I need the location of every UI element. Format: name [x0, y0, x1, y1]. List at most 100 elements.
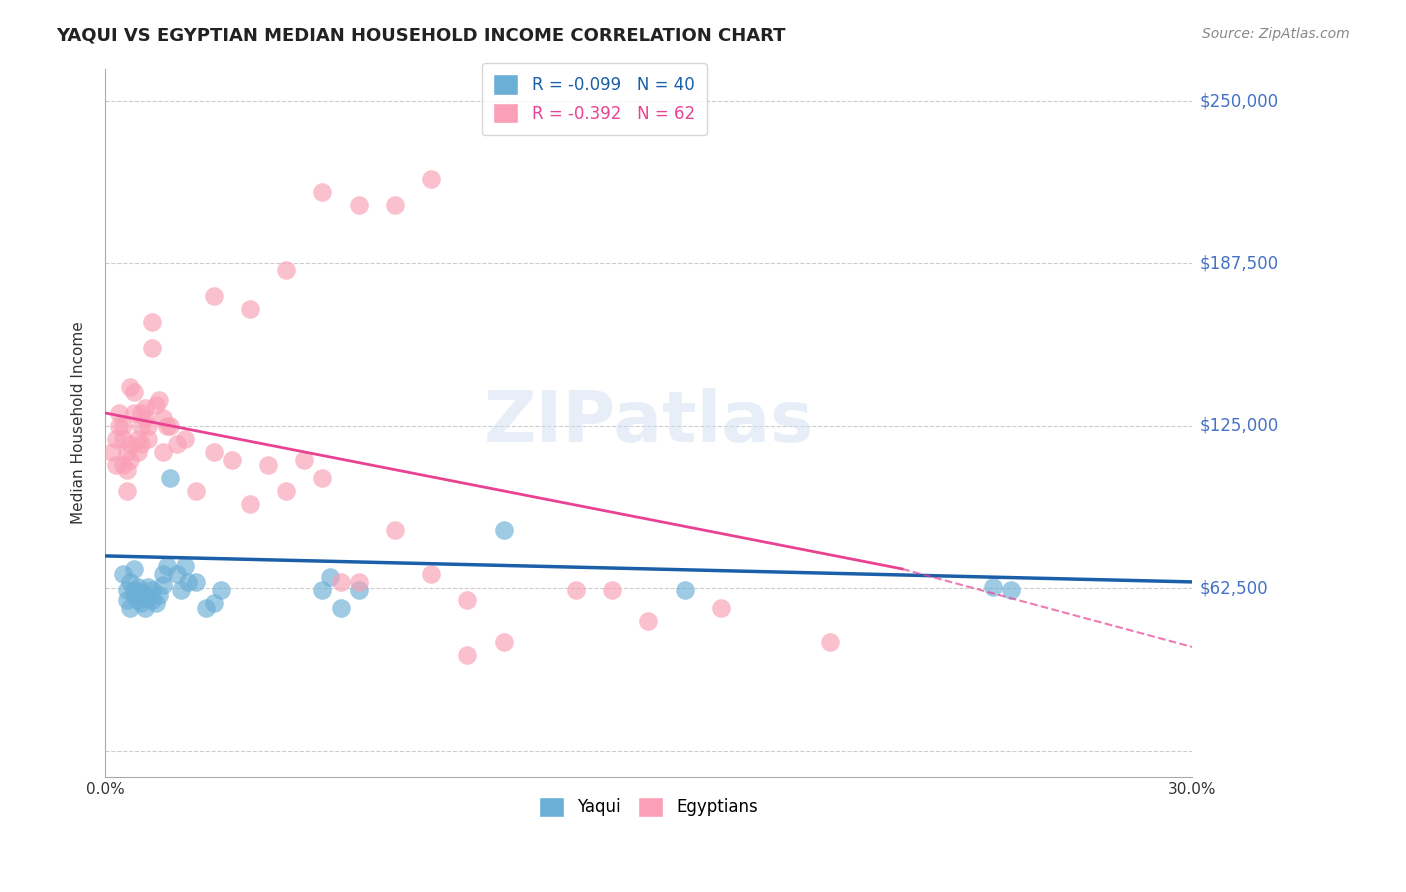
Point	[155, 559, 177, 574]
Point	[120, 380, 142, 394]
Text: $62,500: $62,500	[1199, 580, 1268, 598]
Point	[112, 458, 135, 472]
Point	[112, 567, 135, 582]
Point	[202, 596, 225, 610]
Point	[138, 580, 160, 594]
Y-axis label: Median Household Income: Median Household Income	[72, 321, 86, 524]
Point	[159, 471, 181, 485]
Point	[221, 452, 243, 467]
Point	[710, 601, 733, 615]
Point	[127, 580, 149, 594]
Point	[239, 497, 262, 511]
Point	[152, 445, 174, 459]
Point	[673, 582, 696, 597]
Point	[122, 582, 145, 597]
Point	[138, 432, 160, 446]
Point	[492, 523, 515, 537]
Point	[122, 385, 145, 400]
Point	[104, 458, 127, 472]
Point	[311, 185, 333, 199]
Point	[120, 601, 142, 615]
Point	[420, 172, 443, 186]
Point	[134, 601, 156, 615]
Point	[127, 432, 149, 446]
Point	[209, 582, 232, 597]
Point	[120, 574, 142, 589]
Point	[173, 559, 195, 574]
Point	[120, 437, 142, 451]
Point	[384, 198, 406, 212]
Point	[347, 198, 370, 212]
Point	[420, 567, 443, 582]
Point	[152, 411, 174, 425]
Point	[138, 419, 160, 434]
Point	[384, 523, 406, 537]
Point	[202, 445, 225, 459]
Point	[152, 577, 174, 591]
Point	[329, 574, 352, 589]
Point	[637, 614, 659, 628]
Point	[239, 301, 262, 316]
Text: ZIPatlas: ZIPatlas	[484, 388, 814, 458]
Point	[600, 582, 623, 597]
Point	[173, 432, 195, 446]
Point	[292, 452, 315, 467]
Point	[129, 596, 152, 610]
Text: YAQUI VS EGYPTIAN MEDIAN HOUSEHOLD INCOME CORRELATION CHART: YAQUI VS EGYPTIAN MEDIAN HOUSEHOLD INCOM…	[56, 27, 786, 45]
Point	[141, 593, 163, 607]
Point	[112, 432, 135, 446]
Point	[456, 593, 478, 607]
Point	[129, 419, 152, 434]
Point	[108, 419, 131, 434]
Point	[145, 398, 167, 412]
Point	[159, 419, 181, 434]
Point	[104, 432, 127, 446]
Point	[565, 582, 588, 597]
Point	[138, 591, 160, 605]
Point	[257, 458, 280, 472]
Legend: Yaqui, Egyptians: Yaqui, Egyptians	[531, 789, 766, 825]
Point	[141, 341, 163, 355]
Point	[115, 593, 138, 607]
Point	[818, 634, 841, 648]
Point	[492, 634, 515, 648]
Point	[166, 567, 188, 582]
Point	[129, 406, 152, 420]
Point	[120, 452, 142, 467]
Point	[122, 588, 145, 602]
Point	[134, 411, 156, 425]
Text: Source: ZipAtlas.com: Source: ZipAtlas.com	[1202, 27, 1350, 41]
Point	[195, 601, 218, 615]
Point	[148, 392, 170, 407]
Text: $125,000: $125,000	[1199, 417, 1278, 435]
Text: $250,000: $250,000	[1199, 92, 1278, 110]
Point	[141, 315, 163, 329]
Point	[134, 401, 156, 415]
Point	[456, 648, 478, 662]
Point	[184, 574, 207, 589]
Point	[127, 593, 149, 607]
Point	[127, 445, 149, 459]
Point	[155, 419, 177, 434]
Point	[276, 263, 298, 277]
Point	[347, 582, 370, 597]
Point	[134, 588, 156, 602]
Point	[166, 437, 188, 451]
Point	[145, 596, 167, 610]
Point	[141, 582, 163, 597]
Point	[1000, 582, 1022, 597]
Point	[148, 588, 170, 602]
Point	[112, 419, 135, 434]
Point	[129, 585, 152, 599]
Point	[177, 574, 200, 589]
Point	[115, 483, 138, 498]
Point	[115, 463, 138, 477]
Point	[202, 289, 225, 303]
Text: $187,500: $187,500	[1199, 254, 1278, 272]
Point	[152, 567, 174, 582]
Point	[129, 437, 152, 451]
Point	[101, 445, 124, 459]
Point	[981, 580, 1004, 594]
Point	[276, 483, 298, 498]
Point	[122, 406, 145, 420]
